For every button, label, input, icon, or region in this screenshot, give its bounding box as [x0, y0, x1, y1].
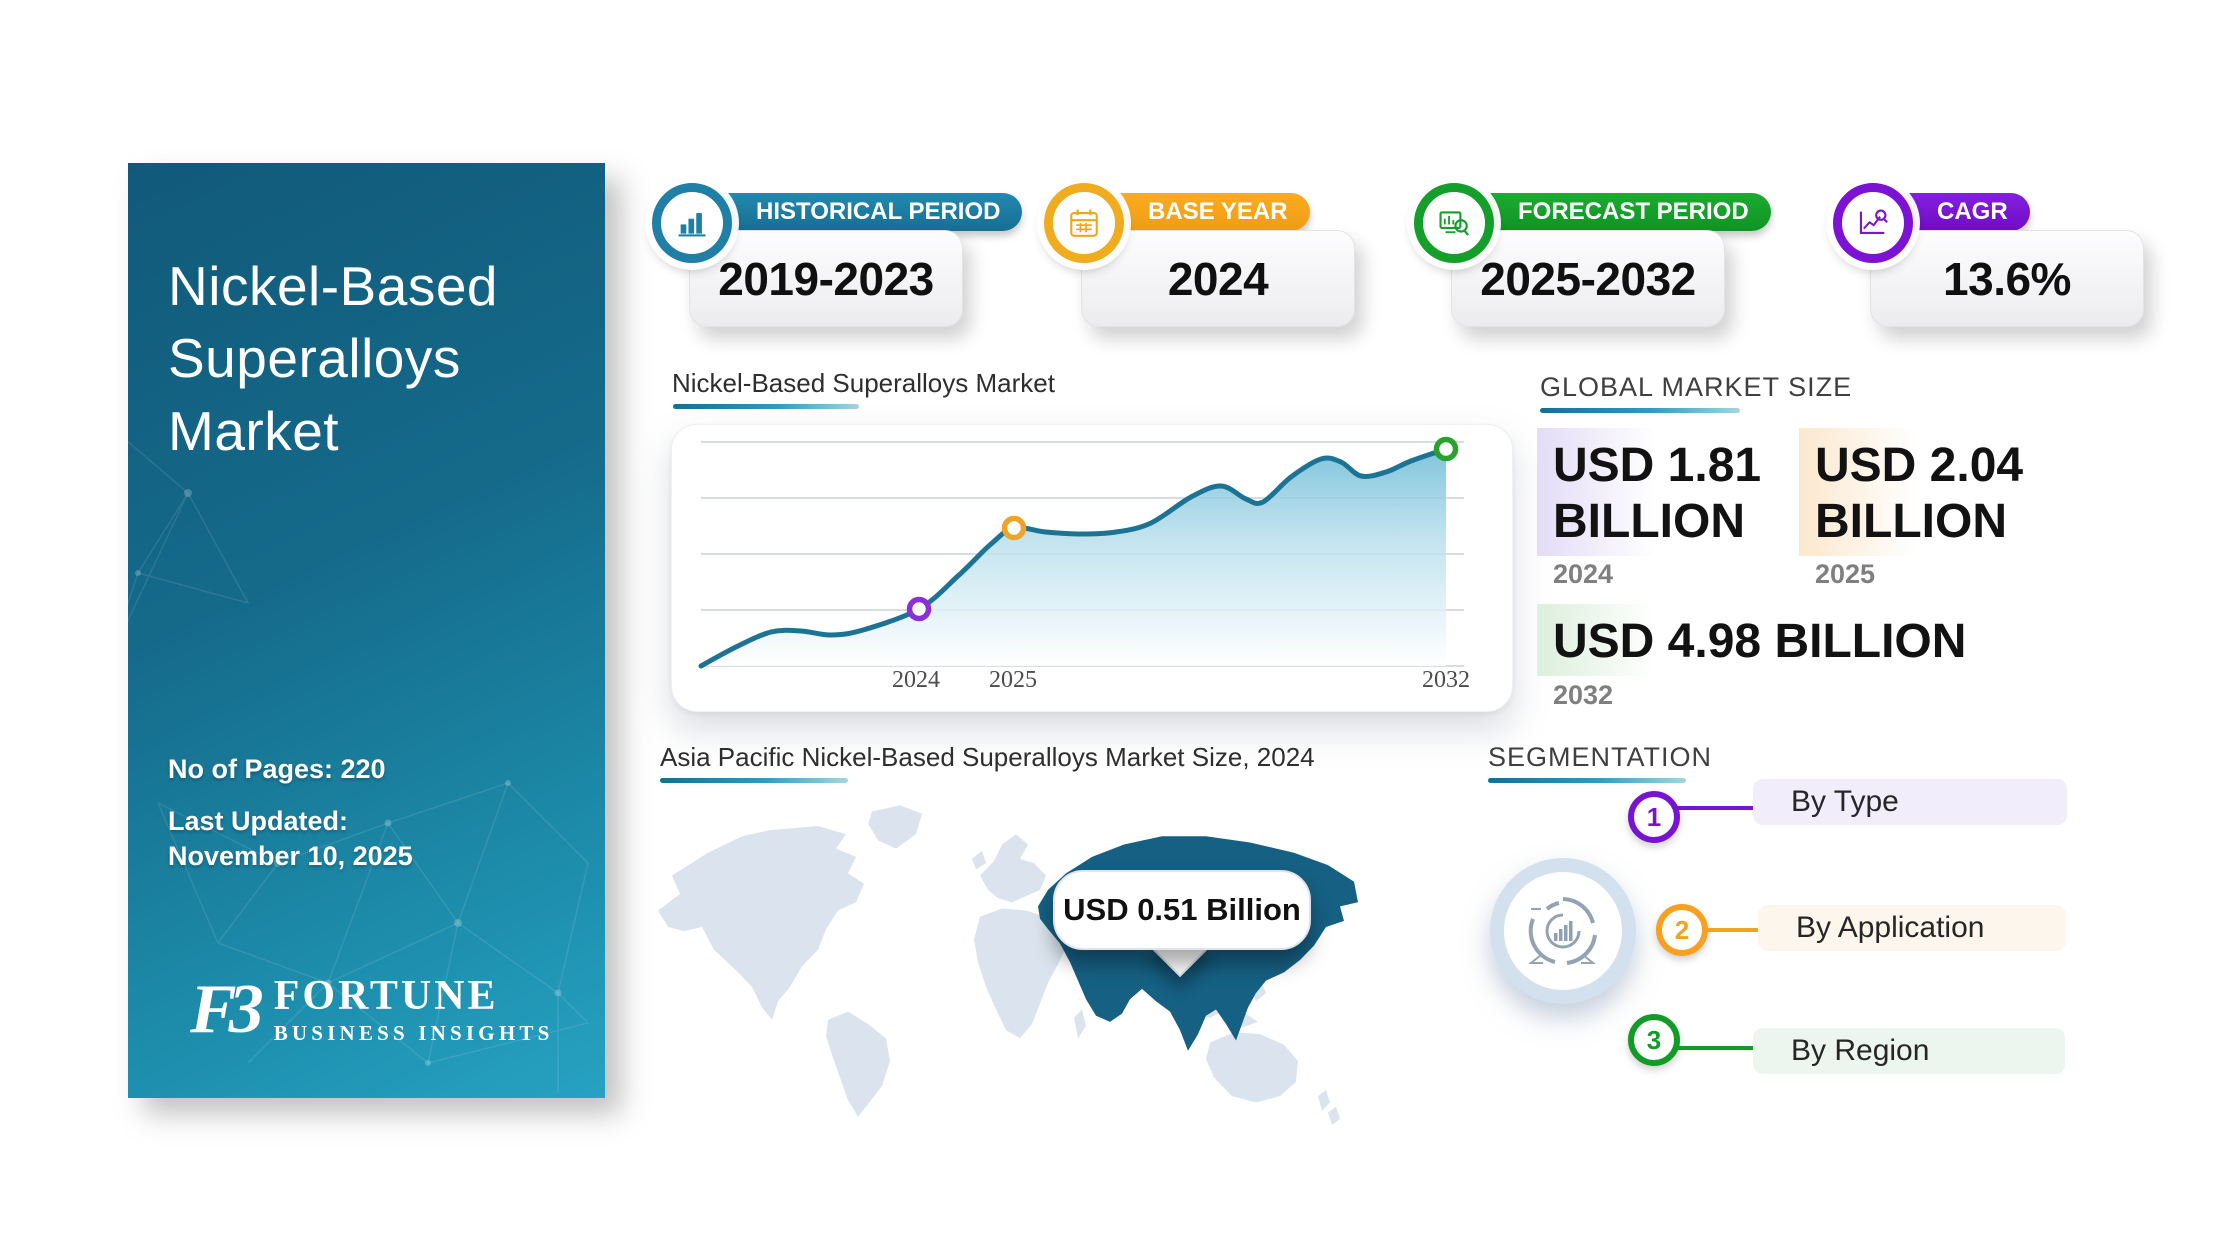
historical-period-badge: HISTORICAL PERIOD 2019-2023 [652, 183, 1023, 333]
calendar-icon [1044, 183, 1124, 263]
svg-text:2025: 2025 [989, 667, 1037, 693]
market-size-2024-value-line1: USD 1.81 [1553, 439, 1762, 492]
global-market-size-underline [1540, 408, 1740, 413]
market-size-2025-year: 2025 [1815, 559, 1876, 590]
trend-magnifier-icon [1833, 183, 1913, 263]
forecast-period-value: 2025-2032 [1480, 252, 1696, 305]
historical-period-card: 2019-2023 [689, 230, 963, 327]
cagr-card: 13.6% [1870, 230, 2144, 327]
base-year-value: 2024 [1167, 252, 1269, 305]
map-title-underline [660, 778, 848, 783]
forecast-period-badge: FORECAST PERIOD 2025-2032 [1414, 183, 1771, 333]
report-title: Nickel-Based Superalloys Market [168, 254, 499, 463]
page-count: No of Pages: 220 [168, 754, 386, 784]
historical-period-value: 2019-2023 [718, 252, 934, 305]
world-map [650, 795, 1370, 1125]
segmentation-underline [1488, 778, 1686, 783]
segmentation-heading: SEGMENTATION [1488, 742, 1713, 772]
segment-1-digit: 1 [1646, 801, 1662, 832]
sidebar: Nickel-Based Superalloys Market No of Pa… [128, 163, 605, 1098]
logo-subtitle: BUSINESS INSIGHTS [273, 1021, 554, 1045]
market-size-2024-value-line2: BILLION [1553, 494, 1745, 548]
segment-number-1: 1 [1628, 791, 1680, 843]
segment-number-3: 3 [1628, 1014, 1680, 1066]
bar-chart-icon [652, 183, 732, 263]
last-updated-date: November 10, 2025 [168, 841, 413, 872]
market-size-2025: USD 2.04 BILLION 2025 [1798, 428, 2024, 591]
svg-text:2032: 2032 [1422, 667, 1470, 693]
network-pattern [128, 440, 590, 1093]
segment-2-digit: 2 [1674, 914, 1690, 945]
cagr-label: CAGR [1897, 193, 2030, 231]
segment-2-connector [1706, 928, 1762, 932]
market-growth-chart-card: 2024 2025 2032 [671, 424, 1513, 712]
svg-text:2024: 2024 [892, 667, 940, 693]
segment-3-connector [1676, 1046, 1756, 1050]
last-updated-label: Last Updated: [168, 806, 349, 836]
historical-period-label: HISTORICAL PERIOD [716, 193, 1023, 231]
logo-name: FORTUNE [273, 973, 499, 1019]
market-size-2032-year: 2032 [1553, 679, 1614, 710]
market-size-2024-year: 2024 [1553, 559, 1614, 590]
chart-title-underline [673, 404, 859, 409]
chart-title: Nickel-Based Superalloys Market [672, 368, 1055, 398]
global-market-size-heading: GLOBAL MARKET SIZE [1540, 372, 1853, 402]
segment-3-digit: 3 [1646, 1024, 1662, 1055]
chart-magnifier-icon [1414, 183, 1494, 263]
market-size-2032-value: USD 4.98 BILLION [1553, 615, 1967, 668]
forecast-period-label: FORECAST PERIOD [1478, 193, 1771, 231]
cagr-badge: CAGR 13.6% [1833, 183, 2153, 333]
map-tooltip: USD 0.51 Billion [1053, 870, 1311, 950]
forecast-period-card: 2025-2032 [1451, 230, 1725, 327]
segment-by-region: By Region [1753, 1028, 2065, 1074]
market-size-2032: USD 4.98 BILLION 2032 [1536, 604, 1967, 711]
base-year-badge: BASE YEAR 2024 [1044, 183, 1364, 333]
segment-by-type: By Type [1753, 779, 2067, 825]
market-size-2025-value-line1: USD 2.04 [1815, 439, 2024, 492]
cagr-value: 13.6% [1943, 252, 2071, 305]
logo-monogram-icon: F3 [190, 971, 264, 1048]
last-updated: Last Updated: November 10, 2025 [168, 804, 413, 874]
segment-by-application: By Application [1758, 905, 2066, 951]
base-year-label: BASE YEAR [1108, 193, 1310, 231]
market-growth-chart: 2024 2025 2032 [698, 436, 1470, 693]
market-size-2024: USD 1.81 BILLION 2024 [1536, 428, 1762, 591]
base-year-card: 2024 [1081, 230, 1355, 327]
market-size-2025-value-line2: BILLION [1815, 494, 2007, 548]
segment-number-2: 2 [1656, 904, 1708, 956]
segment-1-connector [1676, 806, 1756, 810]
map-title: Asia Pacific Nickel-Based Superalloys Ma… [660, 742, 1315, 772]
pie-chart-icon [1490, 858, 1636, 1004]
fortune-business-insights-logo: F3 FORTUNE BUSINESS INSIGHTS [190, 971, 554, 1048]
